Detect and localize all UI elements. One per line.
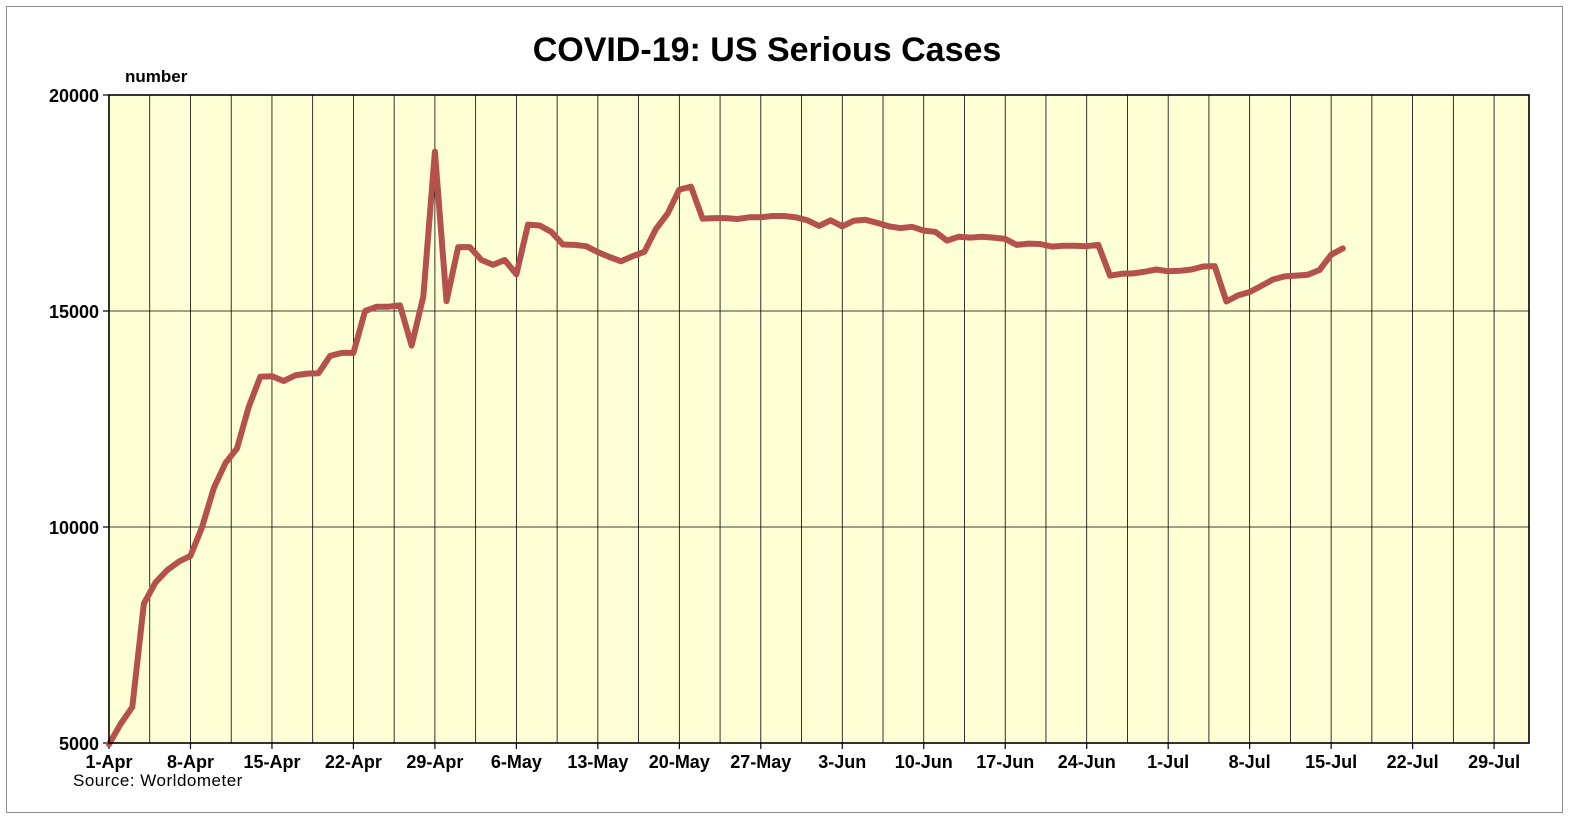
series-layer: [106, 148, 1346, 748]
x-tick-label: 22-Jul: [1387, 752, 1439, 772]
y-tick-label: 5000: [59, 734, 99, 754]
x-tick-label: 29-Apr: [406, 752, 463, 772]
chart-title: COVID-19: US Serious Cases: [533, 31, 1002, 69]
x-tick-label: 29-Jul: [1468, 752, 1520, 772]
plot-area: [109, 95, 1529, 743]
y-tick-label: 20000: [49, 86, 99, 106]
x-tick-label: 17-Jun: [976, 752, 1034, 772]
x-tick-label: 24-Jun: [1058, 752, 1116, 772]
x-tick-label: 6-May: [491, 752, 542, 772]
axis-ticks: 5000 10000 15000 20000 1-Apr 8-Apr 15-Apr 22-Ap…: [49, 86, 1520, 772]
x-tick-label: 1-Jul: [1147, 752, 1189, 772]
plot-border: [108, 94, 1530, 744]
y-tick-label: 10000: [49, 518, 99, 538]
x-tick-label: 22-Apr: [325, 752, 382, 772]
x-tick-label: 20-May: [649, 752, 710, 772]
source-note: Source: Worldometer: [73, 771, 243, 790]
x-tick-label: 15-Jul: [1305, 752, 1357, 772]
y-unit-label: number: [125, 67, 188, 86]
chart-frame: COVID-19: US Serious Cases number 5000 10…: [6, 6, 1563, 813]
chart-svg: COVID-19: US Serious Cases number 5000 10…: [49, 31, 1530, 790]
x-tick-label: 3-Jun: [818, 752, 866, 772]
x-tick-label: 13-May: [567, 752, 628, 772]
x-tick-label: 8-Jul: [1229, 752, 1271, 772]
x-tick-label: 15-Apr: [243, 752, 300, 772]
y-tick-label: 15000: [49, 302, 99, 322]
x-tick-label: 27-May: [730, 752, 791, 772]
x-tick-label: 8-Apr: [167, 752, 214, 772]
x-tick-label: 10-Jun: [895, 752, 953, 772]
x-tick-label: 1-Apr: [85, 752, 132, 772]
gridlines: [109, 94, 1529, 744]
series-line-0: [106, 148, 1346, 748]
